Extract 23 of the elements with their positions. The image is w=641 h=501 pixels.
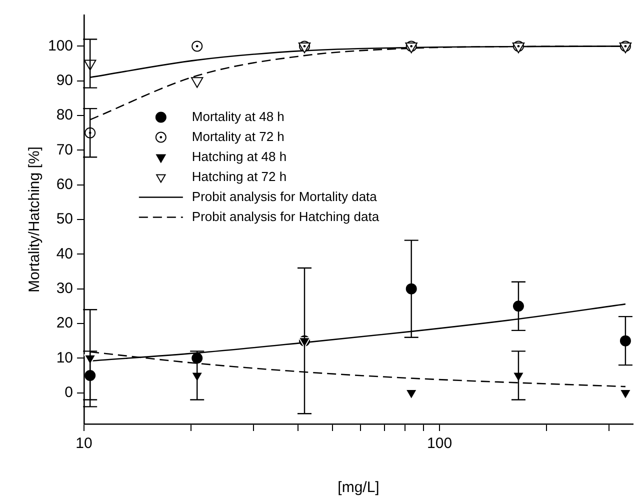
legend-label: Hatching at 72 h [192,168,287,184]
legend-label: Mortality at 72 h [192,128,284,144]
legend-label: Mortality at 48 h [192,108,284,124]
x-axis-title: [mg/L] [338,479,380,496]
y-tick-label: 50 [56,210,74,228]
y-tick-label: 60 [56,176,74,193]
legend-label: Probit analysis for Mortality data [192,188,378,204]
y-tick-label: 10 [56,349,74,366]
point [190,77,204,88]
legend-label: Probit analysis for Hatching data [192,208,380,224]
point [619,389,632,400]
y-tick-label: 20 [56,314,74,332]
y-tick-label: 90 [56,72,74,89]
y-tick-label: 40 [56,245,74,262]
y-tick-label: 0 [64,384,74,401]
point [405,389,418,400]
y-tick-label: 70 [56,141,74,158]
y-tick-label: 80 [56,106,74,124]
y-axis-title: Mortality/Hatching [%] [26,146,44,292]
legend-label: Hatching at 48 h [192,148,287,164]
point [192,40,203,52]
y-tick-label: 30 [56,280,74,297]
y-tick-label: 100 [48,37,74,54]
